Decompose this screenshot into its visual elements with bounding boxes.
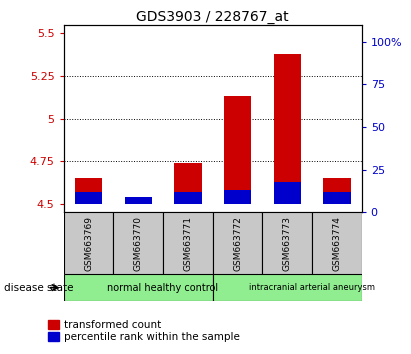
Text: GSM663771: GSM663771	[183, 216, 192, 271]
Bar	[75, 178, 102, 204]
Text: disease state: disease state	[4, 282, 74, 293]
Bar	[75, 192, 102, 204]
Text: GSM663770: GSM663770	[134, 216, 143, 271]
Text: intracranial arterial aneurysm: intracranial arterial aneurysm	[249, 283, 375, 292]
Bar	[113, 212, 163, 274]
Bar	[224, 96, 251, 204]
Bar	[323, 178, 351, 204]
Bar	[224, 190, 251, 204]
Bar	[274, 182, 301, 204]
Bar	[312, 212, 362, 274]
Bar	[323, 192, 351, 204]
Bar	[174, 192, 201, 204]
Text: normal healthy control: normal healthy control	[107, 282, 219, 293]
Bar	[213, 274, 362, 301]
Legend: transformed count, percentile rank within the sample: transformed count, percentile rank withi…	[48, 320, 240, 342]
Bar	[125, 197, 152, 204]
Text: GSM663774: GSM663774	[332, 216, 342, 271]
Bar	[125, 202, 152, 204]
Bar	[64, 274, 213, 301]
Bar	[174, 163, 201, 204]
Bar	[213, 212, 262, 274]
Text: GSM663769: GSM663769	[84, 216, 93, 271]
Bar	[163, 212, 213, 274]
Title: GDS3903 / 228767_at: GDS3903 / 228767_at	[136, 10, 289, 24]
Text: GSM663773: GSM663773	[283, 216, 292, 271]
Text: GSM663772: GSM663772	[233, 216, 242, 271]
Bar	[262, 212, 312, 274]
Bar	[274, 54, 301, 204]
Bar	[64, 212, 113, 274]
